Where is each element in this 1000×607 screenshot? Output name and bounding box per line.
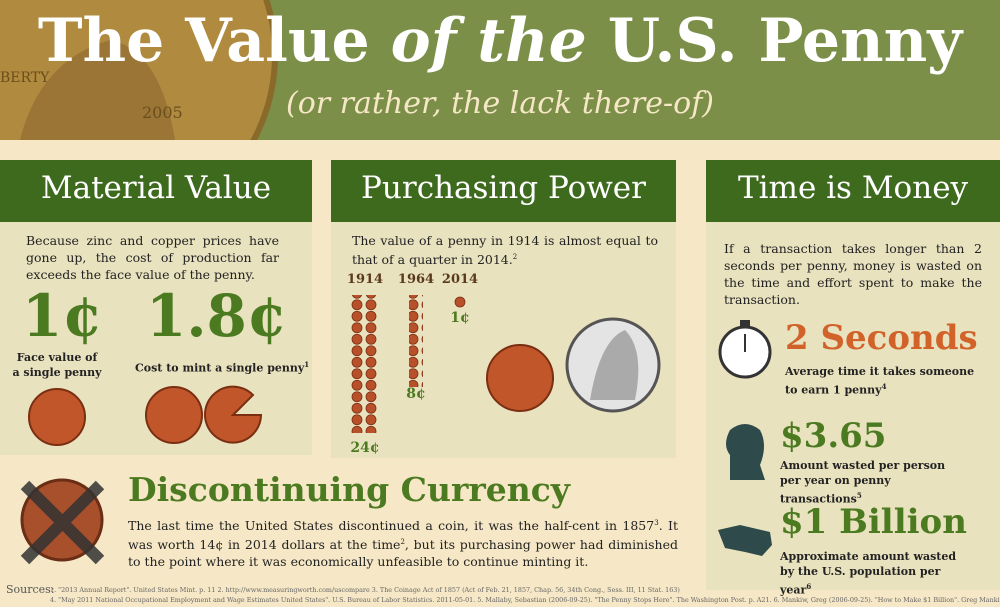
footnote-ref: 6 bbox=[806, 582, 812, 591]
big-value: 1.8¢ bbox=[146, 282, 288, 350]
heading: Discontinuing Currency bbox=[128, 470, 570, 509]
title-part: of the bbox=[390, 6, 587, 76]
paragraph-text: The last time the United States disconti… bbox=[128, 518, 655, 534]
coin-text: 2005 bbox=[142, 103, 183, 122]
heading: Time is Money bbox=[737, 170, 969, 206]
head-icon bbox=[726, 424, 765, 480]
header-penny bbox=[0, 0, 278, 140]
coin-text: BERTY bbox=[0, 70, 50, 86]
footnote-ref: 4 bbox=[881, 382, 887, 391]
year-label: 2014 bbox=[441, 272, 479, 287]
big-value: 1¢ bbox=[22, 282, 103, 350]
label-text: Approximate amount wasted by the U.S. po… bbox=[780, 550, 957, 597]
penny-icon bbox=[454, 296, 466, 308]
label-text: Amount wasted per person per year on pen… bbox=[780, 459, 946, 506]
total-label: 24¢ bbox=[350, 440, 380, 456]
title: The Value of the U.S. Penny bbox=[0, 6, 1000, 76]
subtitle: (or rather, the lack there-of) bbox=[285, 86, 714, 121]
footnote-ref: 2 bbox=[512, 253, 518, 261]
year-label: 1964 bbox=[397, 272, 435, 287]
label: Face value of a single penny bbox=[12, 351, 102, 379]
paragraph: The value of a penny in 1914 is almost e… bbox=[352, 232, 658, 268]
title-part: The Value bbox=[37, 6, 370, 76]
year-label: 1914 bbox=[346, 272, 384, 287]
penny-stack bbox=[409, 295, 423, 387]
penny-icon bbox=[486, 344, 554, 412]
total-label: 1¢ bbox=[450, 310, 470, 326]
footnote-ref: 5 bbox=[856, 491, 862, 500]
title-part: U.S. Penny bbox=[607, 6, 963, 76]
panel-header bbox=[331, 160, 676, 222]
source-line: 4. "May 2011 National Occupational Emplo… bbox=[50, 596, 1000, 604]
penny-icon bbox=[145, 386, 203, 444]
cross-icon bbox=[20, 480, 105, 565]
paragraph: The last time the United States disconti… bbox=[128, 515, 678, 570]
label-text: Average time it takes someone to earn 1 … bbox=[785, 365, 975, 397]
source-line: 1. "2013 Annual Report". United States M… bbox=[50, 586, 680, 594]
penny-icon bbox=[28, 388, 86, 446]
stat-value: $3.65 bbox=[780, 416, 887, 456]
sources: 1. "2013 Annual Report". United States M… bbox=[50, 585, 1000, 605]
footnote-ref: 3 bbox=[654, 519, 659, 527]
total-label: 8¢ bbox=[406, 386, 426, 402]
penny-stack bbox=[351, 295, 379, 433]
paragraph: If a transaction takes longer than 2 sec… bbox=[724, 241, 982, 307]
usa-icon bbox=[718, 525, 772, 556]
paragraph: Because zinc and copper prices have gone… bbox=[26, 233, 279, 282]
heading: Purchasing Power bbox=[361, 170, 646, 206]
heading: Material Value bbox=[40, 170, 272, 206]
quarter-portrait bbox=[590, 330, 639, 400]
stat-label: Average time it takes someone to earn 1 … bbox=[785, 364, 975, 398]
stopwatch-icon bbox=[740, 320, 750, 327]
paragraph-text: . It was worth 14¢ in 2014 dollars at th… bbox=[128, 518, 678, 553]
label: Cost to mint a single penny1 bbox=[135, 357, 309, 376]
partial-penny-icon bbox=[204, 385, 263, 444]
panel-header bbox=[0, 160, 312, 222]
panel-header bbox=[706, 160, 1000, 222]
sources-label: Sources: bbox=[6, 583, 55, 596]
footnote-ref: 2 bbox=[400, 538, 405, 547]
paragraph-text: The value of a penny in 1914 is almost e… bbox=[352, 233, 658, 268]
stat-label: Amount wasted per person per year on pen… bbox=[780, 458, 965, 507]
stat-value: $1 Billion bbox=[780, 502, 967, 542]
stat-value: 2 Seconds bbox=[785, 318, 978, 358]
label-text: Cost to mint a single penny bbox=[135, 361, 305, 375]
footnote-ref: 1 bbox=[304, 360, 310, 369]
stat-label: Approximate amount wasted by the U.S. po… bbox=[780, 549, 965, 598]
paragraph-text: , but its purchasing power had diminishe… bbox=[128, 537, 678, 570]
